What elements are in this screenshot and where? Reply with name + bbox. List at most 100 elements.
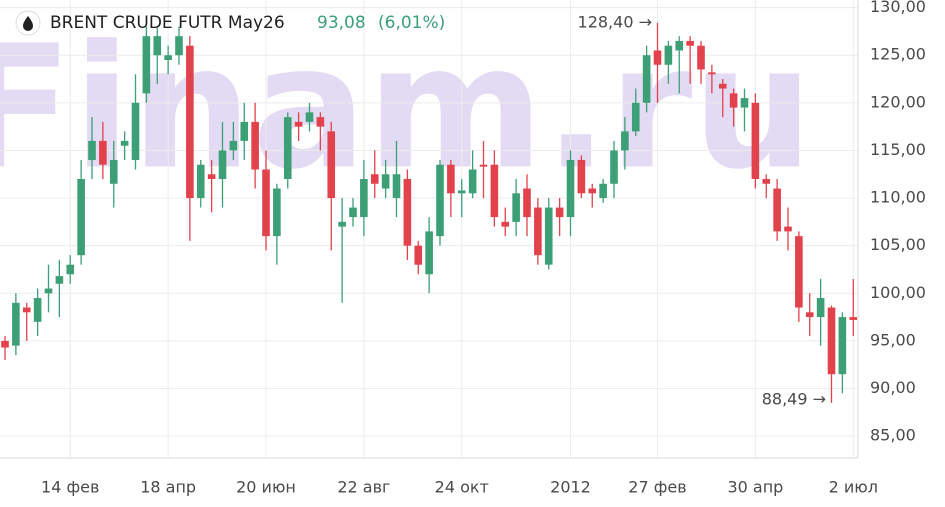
candle-body: [283, 117, 292, 180]
candle-body: [109, 159, 118, 184]
candle-body: [218, 150, 227, 180]
y-tick-label: 100,00: [870, 283, 926, 302]
candle-body: [729, 93, 738, 108]
candle-body: [436, 164, 444, 237]
candle-body: [44, 288, 53, 294]
candle-body: [262, 169, 270, 237]
candle-body: [838, 317, 847, 375]
oil-drop-icon: [23, 16, 33, 31]
candle-body: [718, 83, 727, 89]
candle-body: [577, 159, 586, 194]
x-tick-label: 30 апр: [727, 478, 783, 497]
candle-body: [142, 36, 151, 94]
candle-body: [555, 207, 564, 218]
y-tick-label: 120,00: [870, 92, 926, 111]
x-tick-label: 24 окт: [435, 478, 489, 497]
x-tick-label: 20 июн: [236, 478, 296, 497]
candle-body: [588, 188, 597, 194]
candle-body: [675, 40, 684, 51]
candle-body: [805, 312, 814, 318]
x-tick-label: 14 фев: [41, 478, 99, 497]
y-tick-label: 90,00: [870, 378, 916, 397]
candle-body: [468, 169, 477, 194]
price-change: (6,01%): [378, 13, 445, 33]
candle-body: [294, 121, 303, 127]
candle-body: [479, 164, 488, 167]
candle-body: [120, 140, 129, 146]
candle-body: [327, 131, 336, 199]
candle-body: [153, 36, 162, 56]
candle-body: [740, 98, 749, 108]
x-tick-label: 18 апр: [140, 478, 196, 497]
candle-body: [360, 179, 368, 218]
candle-body: [816, 298, 825, 318]
candle-body: [207, 174, 216, 180]
candle-body: [425, 231, 433, 275]
y-tick-label: 85,00: [870, 426, 916, 445]
candle-body: [273, 188, 281, 237]
candle-body: [349, 207, 357, 218]
candle-body: [240, 121, 249, 141]
candle-body: [66, 264, 75, 275]
candle-body: [795, 236, 803, 308]
y-tick-label: 115,00: [870, 140, 926, 159]
candle-body: [175, 36, 183, 56]
candle-body: [338, 221, 346, 227]
candle-body: [708, 72, 716, 75]
candle-body: [99, 140, 107, 165]
x-tick-label: 27 фев: [628, 478, 686, 497]
candle-body: [751, 102, 760, 180]
candle-body: [77, 179, 85, 256]
candle-body: [566, 159, 575, 218]
candle-body: [370, 174, 379, 184]
candle-body: [22, 307, 31, 313]
y-tick-label: 125,00: [870, 45, 926, 64]
candle-body: [501, 221, 510, 227]
x-tick-label: 2012: [550, 478, 591, 497]
candle-body: [186, 45, 194, 199]
candle-body: [686, 40, 694, 46]
candle-body: [414, 245, 423, 265]
candle-body: [457, 190, 466, 194]
candle-body: [55, 276, 64, 284]
last-price: 93,08: [317, 13, 366, 33]
candle-body: [164, 55, 172, 60]
candle-body: [621, 131, 629, 151]
y-tick-label: 95,00: [870, 330, 916, 349]
candle-body: [599, 183, 607, 199]
candle-body: [534, 207, 542, 256]
candle-body: [403, 179, 412, 246]
y-tick-label: 110,00: [870, 188, 926, 207]
candle-body: [697, 45, 705, 70]
candle-body: [88, 140, 96, 160]
candle-body: [1, 340, 9, 348]
extreme-annotation: 128,40 →: [578, 12, 652, 31]
candle-body: [610, 150, 618, 184]
extreme-annotation: 88,49 →: [762, 389, 826, 408]
y-tick-label: 130,00: [870, 0, 926, 16]
candle-body: [381, 174, 390, 189]
candle-body: [196, 164, 205, 199]
candle-body: [392, 174, 401, 199]
candle-body: [664, 45, 673, 65]
y-tick-label: 105,00: [870, 235, 926, 254]
x-tick-label: 2 июл: [829, 478, 878, 497]
candle-body: [316, 117, 325, 127]
candle-body: [653, 50, 662, 65]
candle-body: [642, 55, 651, 103]
candle-body: [512, 193, 520, 222]
candle-body: [773, 188, 781, 232]
candle-body: [251, 121, 259, 170]
candle-body: [827, 307, 836, 375]
candle-body: [490, 164, 499, 218]
candle-body: [131, 102, 140, 160]
instrument-title[interactable]: BRENT CRUDE FUTR May26: [50, 13, 285, 33]
candle-body: [305, 112, 314, 122]
candle-body: [544, 207, 553, 265]
candle-body: [762, 179, 771, 184]
candle-body: [33, 298, 42, 322]
candle-body: [12, 302, 20, 346]
x-tick-label: 22 авг: [337, 478, 390, 497]
